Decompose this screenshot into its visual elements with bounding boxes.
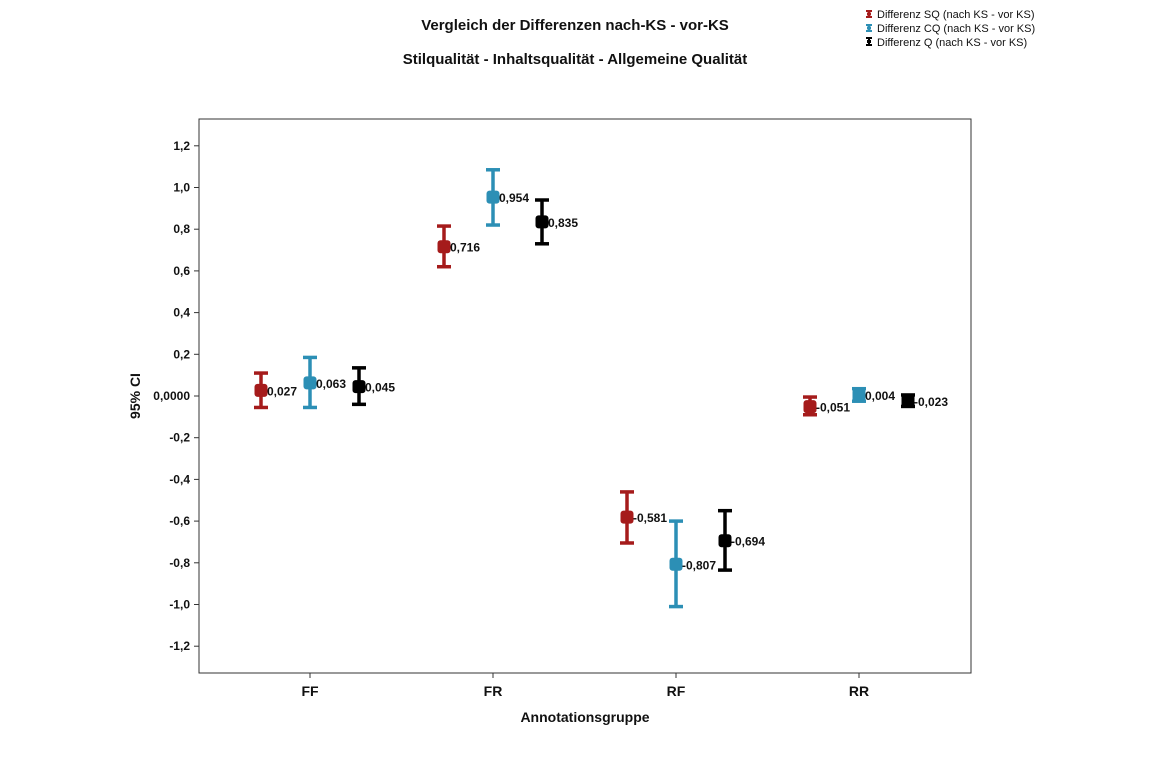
mean-marker	[852, 388, 866, 402]
mean-marker	[718, 534, 732, 548]
data-label: 0,004	[865, 389, 895, 403]
x-tick-label: FR	[484, 683, 503, 699]
data-label: 0,954	[499, 191, 529, 205]
legend-item-cq: Differenz CQ (nach KS - vor KS)	[866, 23, 1035, 35]
mean-marker	[803, 400, 817, 414]
data-label: -0,581	[633, 511, 667, 525]
mean-marker	[486, 190, 500, 204]
y-tick-label: -0,6	[169, 514, 190, 528]
legend: Differenz SQ (nach KS - vor KS) Differen…	[866, 9, 1035, 49]
mean-marker	[352, 380, 366, 394]
mean-marker	[669, 557, 683, 571]
mean-marker	[437, 240, 451, 254]
legend-item-sq: Differenz SQ (nach KS - vor KS)	[866, 9, 1035, 21]
y-axis-label: 95% CI	[127, 373, 143, 419]
y-tick-label: 0,4	[173, 306, 190, 320]
y-tick-label: -0,4	[169, 472, 190, 486]
x-axis: FF FR RF RR	[301, 673, 869, 699]
data-marks: 0,0270,716-0,581-0,0510,0630,954-0,8070,…	[254, 168, 948, 609]
series-2: 0,045 0,835 -0,694 -0,023	[352, 198, 948, 572]
legend-label-sq: Differenz SQ (nach KS - vor KS)	[877, 9, 1035, 21]
mean-marker	[535, 215, 549, 229]
data-label: -0,023	[914, 395, 948, 409]
data-label: 0,063	[316, 377, 346, 391]
y-tick-label: -1,0	[169, 598, 190, 612]
y-tick-label: -0,8	[169, 556, 190, 570]
data-label: 0,716	[450, 241, 480, 255]
mean-marker	[303, 376, 317, 390]
data-label: 0,027	[267, 384, 297, 398]
y-tick-label: 1,2	[173, 139, 190, 153]
y-tick-label: -0,2	[169, 431, 190, 445]
legend-label-q: Differenz Q (nach KS - vor KS)	[877, 37, 1027, 49]
y-tick-label: 0,8	[173, 222, 190, 236]
chart-title: Vergleich der Differenzen nach-KS - vor-…	[421, 17, 729, 34]
y-tick-label: 1,0	[173, 181, 190, 195]
data-label: -0,807	[682, 558, 716, 572]
mean-marker	[901, 394, 915, 408]
mean-marker	[254, 383, 268, 397]
data-label: -0,694	[731, 535, 765, 549]
plot-area	[198, 118, 972, 674]
y-tick-label: -1,2	[169, 639, 190, 653]
x-tick-label: FF	[301, 683, 319, 699]
legend-label-cq: Differenz CQ (nach KS - vor KS)	[877, 23, 1035, 35]
y-axis: -1,2 -1,0 -0,8 -0,6 -0,4 -0,2 0,0000 0,2 0,4 0,6 0…	[153, 139, 199, 653]
mean-marker	[620, 510, 634, 524]
legend-item-q: Differenz Q (nach KS - vor KS)	[866, 37, 1027, 49]
x-axis-label: Annotationsgruppe	[520, 709, 649, 725]
x-tick-label: RR	[849, 683, 869, 699]
series-0: 0,027 0,716 -0,581 -0,051	[254, 224, 850, 545]
data-label: 0,835	[548, 216, 578, 230]
series-1: 0,063 0,954 -0,807 0,004	[303, 168, 895, 609]
y-tick-label: 0,2	[173, 347, 190, 361]
y-tick-label: 0,6	[173, 264, 190, 278]
y-tick-label: 0,0000	[153, 389, 190, 403]
data-label: -0,051	[816, 401, 850, 415]
data-label: 0,045	[365, 381, 395, 395]
x-tick-label: RF	[667, 683, 686, 699]
chart-subtitle: Stilqualität - Inhaltsqualität - Allgeme…	[403, 51, 747, 68]
